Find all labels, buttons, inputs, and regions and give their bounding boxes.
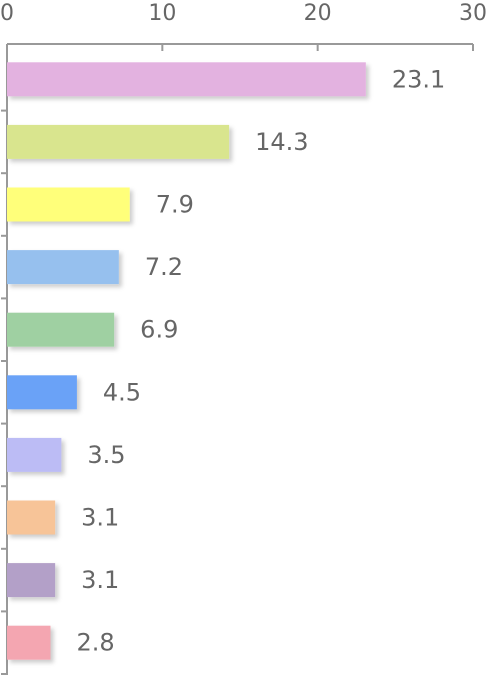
value-label: 7.9 [156,191,194,219]
x-tick-label: 10 [148,1,176,26]
value-label: 4.5 [103,378,141,406]
value-label: 7.2 [145,253,183,281]
value-label: 3.1 [81,504,119,532]
bar [7,625,51,660]
value-label: 3.1 [81,566,119,594]
bar [7,500,56,535]
x-tick-label: 0 [0,1,14,26]
value-label: 2.8 [76,629,114,657]
bar [7,250,119,285]
value-label: 14.3 [255,128,308,156]
bar [7,124,230,159]
bar [7,375,77,410]
bar [7,563,56,598]
value-label: 6.9 [140,316,178,344]
bar [7,187,130,222]
x-tick-label: 20 [304,1,332,26]
bar [7,312,115,347]
x-tick-label: 30 [459,1,487,26]
value-label: 3.5 [87,441,125,469]
bar [7,62,366,97]
value-label: 23.1 [392,65,445,93]
bar [7,437,62,472]
